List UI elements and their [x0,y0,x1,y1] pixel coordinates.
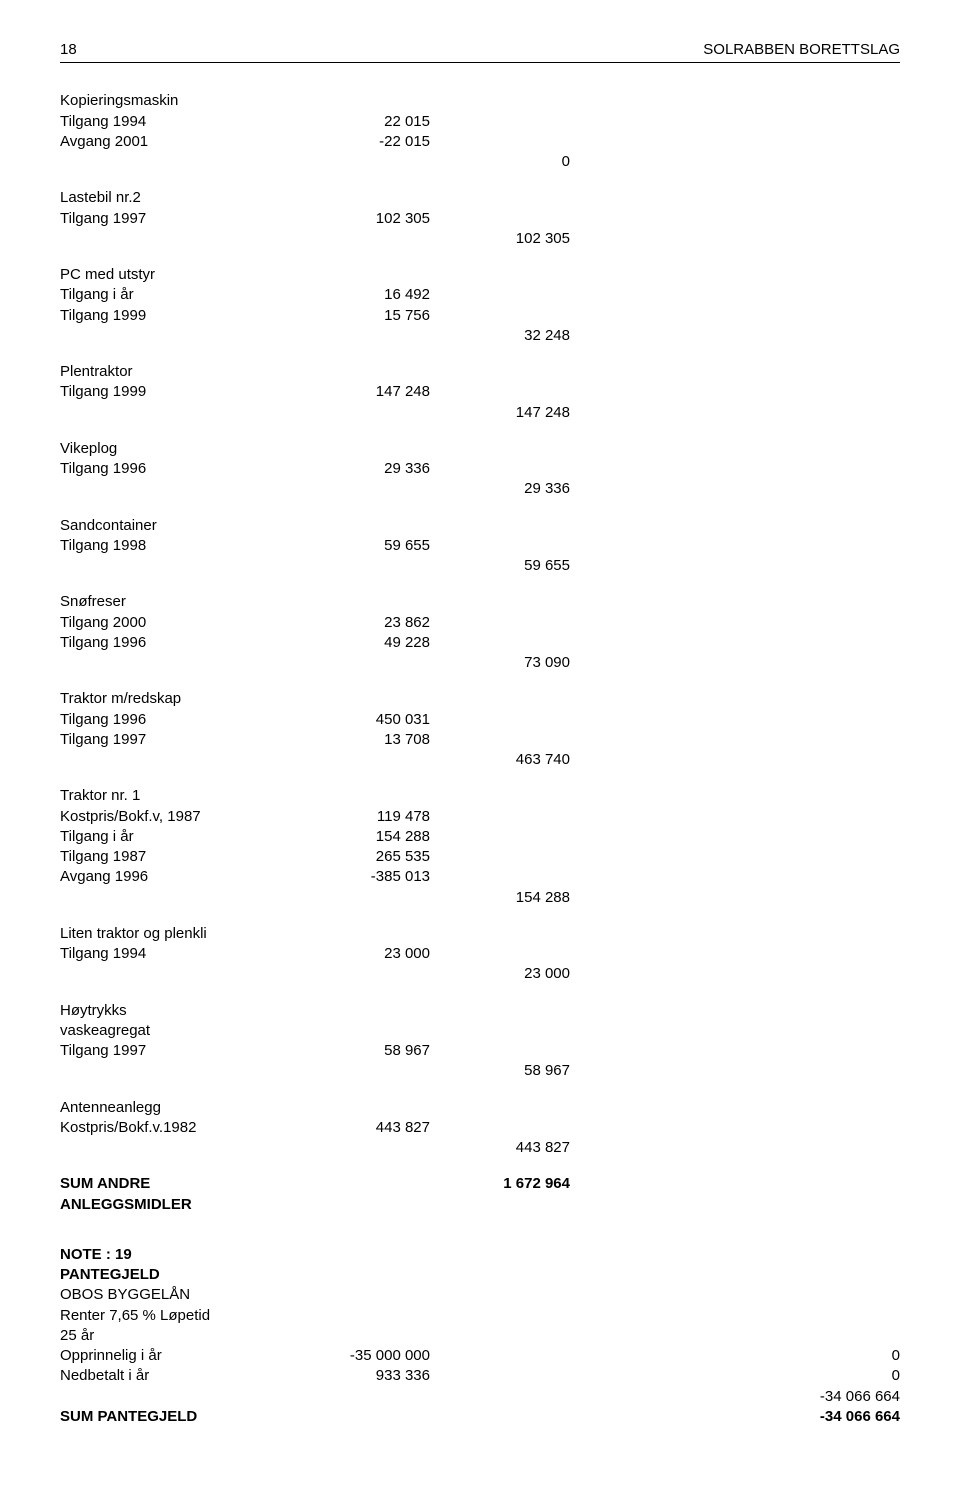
row-label: Kostpris/Bokf.v, 1987 [60,807,290,827]
section-liten-traktor: Liten traktor og plenkli Tilgang 199423 … [60,924,900,985]
row-label: Tilgang 1998 [60,536,290,556]
row-value: 13 708 [290,730,430,750]
row-label: Tilgang 1996 [60,633,290,653]
section-hoytrykks: Høytrykks vaskeagregat Tilgang 199758 96… [60,1001,900,1082]
section-title: Snøfreser [60,592,290,612]
row-value: 58 967 [290,1041,430,1061]
note-line: Renter 7,65 % Løpetid [60,1306,290,1326]
intermediate-value: -34 066 664 [570,1387,900,1407]
section-snofreser: Snøfreser Tilgang 200023 862 Tilgang 199… [60,592,900,673]
row-value: 16 492 [290,285,430,305]
row-value: 265 535 [290,847,430,867]
row-value: 119 478 [290,807,430,827]
row-value: 49 228 [290,633,430,653]
row-value: 147 248 [290,382,430,402]
section-title: Lastebil nr.2 [60,188,290,208]
row-value: 450 031 [290,710,430,730]
section-sum: 58 967 [430,1061,570,1081]
section-title: Traktor m/redskap [60,689,290,709]
section-sum: 23 000 [430,964,570,984]
row-value: -22 015 [290,132,430,152]
section-pc: PC med utstyr Tilgang i år16 492 Tilgang… [60,265,900,346]
section-title: Vikeplog [60,439,290,459]
sum-value: -34 066 664 [570,1407,900,1427]
row-value: 933 336 [290,1366,430,1386]
section-title: Høytrykks [60,1001,290,1021]
page-header: 18 SOLRABBEN BORETTSLAG [60,40,900,63]
section-title: Traktor nr. 1 [60,786,290,806]
row-value: 102 305 [290,209,430,229]
section-lastebil: Lastebil nr.2 Tilgang 1997102 305 102 30… [60,188,900,249]
row-label: Tilgang 1987 [60,847,290,867]
section-sum: 59 655 [430,556,570,576]
row-value: 23 862 [290,613,430,633]
row-label: Tilgang 1997 [60,730,290,750]
section-sum: 73 090 [430,653,570,673]
section-sum: 0 [430,152,570,172]
section-traktor1: Traktor nr. 1 Kostpris/Bokf.v, 1987119 4… [60,786,900,908]
section-title: Sandcontainer [60,516,290,536]
section-plentraktor: Plentraktor Tilgang 1999147 248 147 248 [60,362,900,423]
row-label: Tilgang 1997 [60,1041,290,1061]
row-value: 154 288 [290,827,430,847]
page-number: 18 [60,40,77,60]
row-label: Opprinnelig i år [60,1346,290,1366]
row-label: Tilgang 1999 [60,382,290,402]
section-sum: 154 288 [430,888,570,908]
section-title: Plentraktor [60,362,290,382]
note-subtitle: PANTEGJELD [60,1265,290,1285]
section-sandcontainer: Sandcontainer Tilgang 199859 655 59 655 [60,516,900,577]
row-label: Tilgang 1994 [60,112,290,132]
section-traktor-redskap: Traktor m/redskap Tilgang 1996450 031 Ti… [60,689,900,770]
row-label: Tilgang 2000 [60,613,290,633]
note-line: 25 år [60,1326,290,1346]
note-title: NOTE : 19 [60,1245,290,1265]
section-title: Antenneanlegg [60,1098,290,1118]
row-value: -385 013 [290,867,430,887]
row-label: Nedbetalt i år [60,1366,290,1386]
row-label: Tilgang 1996 [60,710,290,730]
section-title: Liten traktor og plenkli [60,924,290,944]
row-label: Kostpris/Bokf.v.1982 [60,1118,290,1138]
row-value: 0 [570,1346,900,1366]
sum-label: SUM ANDRE [60,1174,290,1194]
section-antenne: Antenneanlegg Kostpris/Bokf.v.1982443 82… [60,1098,900,1159]
section-sum: 463 740 [430,750,570,770]
row-label: Avgang 1996 [60,867,290,887]
section-title: Kopieringsmaskin [60,91,290,111]
row-label: Tilgang i år [60,827,290,847]
sum-value: 1 672 964 [430,1174,570,1194]
section-note19: NOTE : 19 PANTEGJELD OBOS BYGGELÅN Rente… [60,1245,900,1427]
section-sum: 147 248 [430,403,570,423]
note-line: OBOS BYGGELÅN [60,1285,290,1305]
section-vikeplog: Vikeplog Tilgang 199629 336 29 336 [60,439,900,500]
row-value: 15 756 [290,306,430,326]
row-label: Tilgang 1997 [60,209,290,229]
page-title: SOLRABBEN BORETTSLAG [703,40,900,60]
row-label: Tilgang 1996 [60,459,290,479]
section-sum: 32 248 [430,326,570,346]
row-value: 29 336 [290,459,430,479]
row-value: 59 655 [290,536,430,556]
section-sum: 102 305 [430,229,570,249]
sum-label: ANLEGGSMIDLER [60,1195,290,1215]
row-value: 22 015 [290,112,430,132]
row-label: Avgang 2001 [60,132,290,152]
row-value: -35 000 000 [290,1346,430,1366]
row-label: Tilgang 1999 [60,306,290,326]
row-value: 23 000 [290,944,430,964]
section-sum: 443 827 [430,1138,570,1158]
section-sum-andre: SUM ANDRE 1 672 964 ANLEGGSMIDLER [60,1174,900,1215]
row-label: Tilgang 1994 [60,944,290,964]
row-value: 443 827 [290,1118,430,1138]
section-title: vaskeagregat [60,1021,290,1041]
row-value: 0 [570,1366,900,1386]
sum-label: SUM PANTEGJELD [60,1407,290,1427]
section-kopieringsmaskin: Kopieringsmaskin Tilgang 199422 015 Avga… [60,91,900,172]
section-title: PC med utstyr [60,265,290,285]
row-label: Tilgang i år [60,285,290,305]
section-sum: 29 336 [430,479,570,499]
